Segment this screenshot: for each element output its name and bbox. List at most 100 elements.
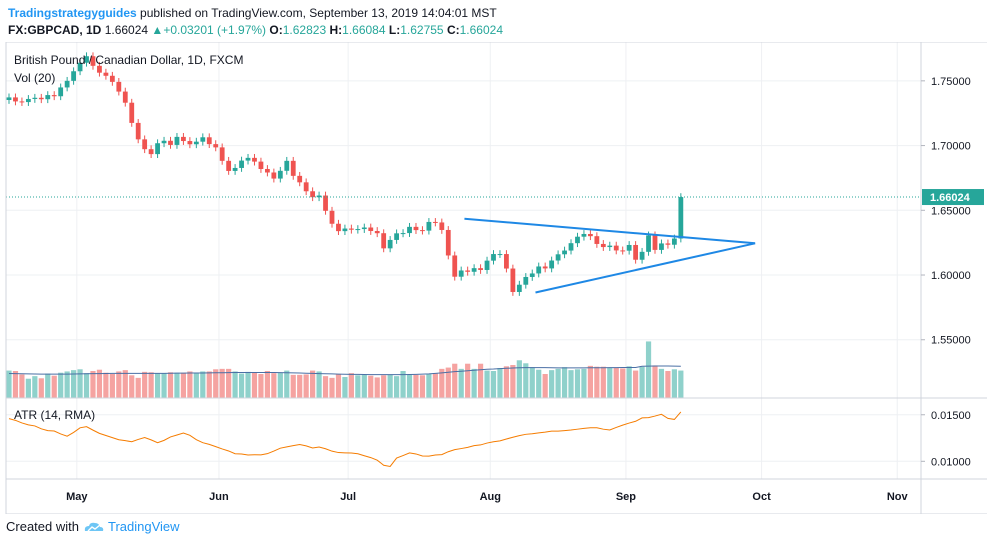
volume-bar	[594, 366, 600, 398]
publish-line: Tradingstrategyguides published on Tradi…	[8, 5, 503, 22]
candle-body	[226, 160, 232, 171]
volume-bar	[406, 374, 413, 398]
volume-bar	[19, 374, 25, 398]
volume-bar	[361, 374, 367, 398]
candle-body	[355, 229, 361, 231]
volume-bar	[484, 370, 490, 398]
candle-body	[407, 226, 412, 234]
change-value: +0.03201 (+1.97%)	[163, 23, 267, 37]
candle-body	[71, 71, 76, 81]
candle-body	[484, 260, 490, 270]
candle-body	[310, 191, 316, 198]
candle-body	[290, 160, 296, 176]
candle-body	[316, 195, 322, 198]
candle-body	[252, 157, 257, 162]
volume-bar	[45, 373, 51, 398]
candle-body	[413, 226, 419, 231]
volume-bar	[678, 370, 684, 398]
candle-body	[536, 266, 542, 274]
candle-body	[504, 254, 509, 269]
price-tick-label: 1.65000	[931, 205, 971, 217]
volume-bar	[490, 371, 497, 398]
time-axis[interactable]: May Jun Jul Aug Sep Oct Nov	[66, 491, 908, 503]
volume-ma-line	[8, 365, 681, 376]
footer-prefix: Created with	[6, 519, 79, 534]
volume-bar	[620, 368, 626, 398]
volume-bar	[348, 373, 354, 398]
volume-bar	[219, 368, 225, 398]
candle-body	[232, 167, 238, 171]
candle-body	[51, 95, 57, 97]
candle-body	[368, 227, 374, 232]
volume-bar	[665, 371, 671, 398]
candle-body	[181, 136, 186, 142]
candle-body	[387, 239, 393, 249]
volume-bar	[549, 370, 555, 398]
volume-bar	[633, 370, 639, 398]
volume-bar	[445, 367, 451, 398]
volume-bar	[64, 371, 70, 398]
candle-body	[103, 72, 109, 76]
price-chart[interactable]: 1.75000 1.70000 1.65000 1.60000 1.55000 0.015…	[0, 42, 987, 514]
candle-body	[116, 81, 122, 92]
volume-bar	[116, 371, 122, 398]
time-tick-label: Aug	[480, 491, 501, 503]
volume-bar	[400, 371, 406, 398]
volume-bar	[232, 371, 238, 398]
candle-body	[277, 170, 283, 179]
price-tick-label: 1.60000	[931, 270, 971, 282]
candle-body	[323, 195, 328, 211]
volume-bar	[355, 375, 361, 398]
candle-body	[465, 270, 471, 272]
author-link[interactable]: Tradingstrategyguides	[8, 6, 137, 20]
volume-bar	[96, 369, 103, 398]
volume-bar	[290, 374, 296, 398]
candle-body	[394, 233, 399, 240]
volume-bar	[103, 372, 109, 398]
candle-body	[155, 143, 160, 155]
volume-bar	[419, 375, 426, 398]
candle-body	[626, 244, 632, 251]
candle-body	[529, 273, 535, 277]
triangle-upper-trendline	[464, 217, 756, 245]
candle-body	[555, 254, 561, 261]
candle-body	[239, 160, 244, 168]
volume-bar	[245, 371, 251, 398]
candle-body	[652, 235, 658, 250]
last-price-badge-label: 1.66024	[930, 192, 971, 204]
volume-bar	[322, 376, 329, 398]
candle-body	[562, 250, 567, 255]
candle-body	[542, 266, 548, 269]
candle-body	[206, 137, 212, 145]
volume-bar	[109, 374, 115, 398]
volume-bar	[174, 372, 180, 398]
volume-bar	[335, 374, 342, 398]
time-tick-label: Jun	[209, 491, 229, 503]
volume-bar	[613, 367, 619, 398]
candle-body	[607, 245, 613, 248]
candle-body	[439, 222, 445, 230]
volume-bar	[142, 371, 148, 398]
candle-body	[64, 80, 70, 88]
candle-body	[374, 231, 380, 234]
last-price-value: 1.66024	[104, 23, 149, 37]
volume-indicator-label: Vol (20)	[14, 71, 55, 85]
volume-bar	[368, 375, 374, 398]
candle-body	[245, 157, 251, 161]
volume-bar	[607, 367, 613, 398]
price-tick-label: 1.70000	[931, 141, 971, 153]
time-tick-label: Jul	[340, 491, 356, 503]
volume-bar	[536, 369, 542, 398]
atr-tick-label: 0.01500	[931, 410, 971, 422]
candle-body	[271, 172, 277, 179]
volume-bar	[297, 374, 303, 398]
atr-tick-label: 0.01000	[931, 456, 971, 468]
volume-bar	[432, 373, 438, 398]
price-axis[interactable]: 1.75000 1.70000 1.65000 1.60000 1.55000 0.015…	[921, 76, 984, 468]
tradingview-brand-link[interactable]: TradingView	[107, 519, 180, 534]
volume-bar	[277, 372, 283, 398]
candle-body	[84, 56, 89, 63]
volume-bar	[652, 365, 658, 398]
volume-bar	[303, 374, 309, 398]
low-label: L:	[388, 23, 401, 37]
